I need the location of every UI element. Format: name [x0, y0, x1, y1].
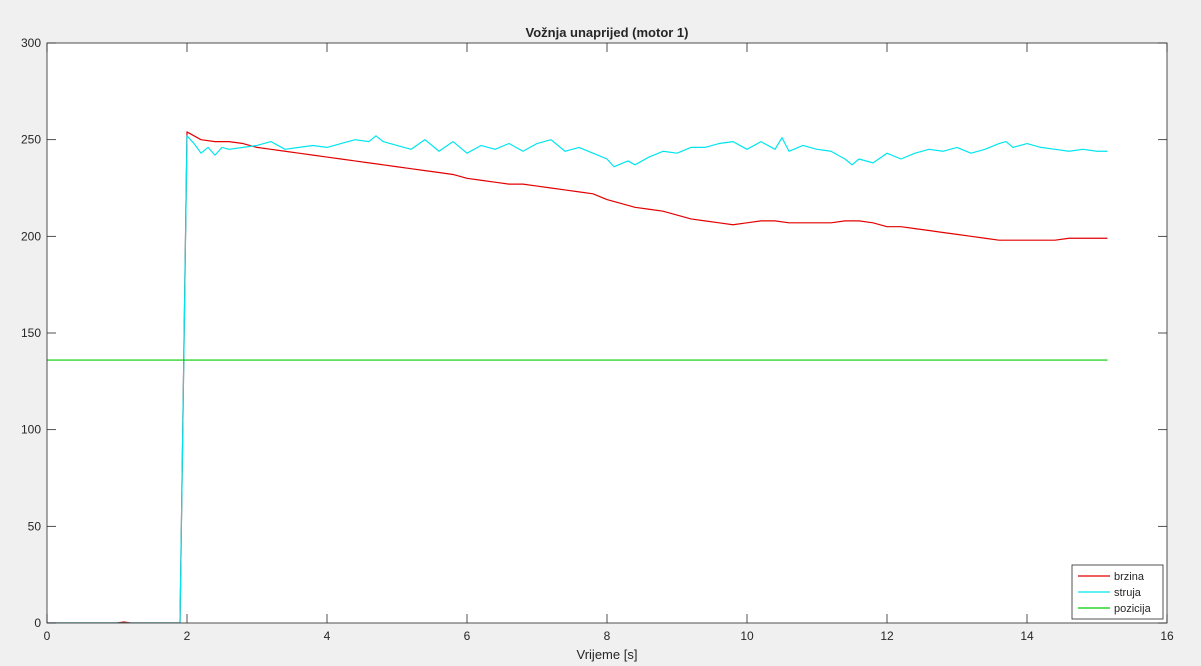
x-tick-label: 6: [464, 629, 471, 643]
series-layer: [47, 131, 1108, 623]
legend-label-brzina: brzina: [1114, 571, 1145, 583]
legend-label-pozicija: pozicija: [1114, 603, 1152, 615]
legend[interactable]: brzina struja pozicija: [1071, 564, 1164, 620]
x-tick-label: 10: [740, 629, 754, 643]
x-tick-label: 12: [880, 629, 894, 643]
x-tick-label: 4: [324, 629, 331, 643]
x-tick-label: 16: [1160, 629, 1174, 643]
y-tick-label: 150: [21, 326, 41, 340]
y-tick-label: 100: [21, 423, 41, 437]
plot-area: [47, 43, 1167, 623]
x-tick-label: 0: [44, 629, 51, 643]
x-tick-label: 14: [1020, 629, 1034, 643]
x-tick-label: 8: [604, 629, 611, 643]
series-group: [47, 131, 1108, 623]
legend-label-struja: struja: [1114, 587, 1142, 599]
y-tick-label: 250: [21, 133, 41, 147]
axes-layer: 0 2 4 6 8 10 12 14 16 0 50 100 150 200 250 300: [21, 36, 1174, 643]
y-tick-label: 300: [21, 36, 41, 50]
x-tick-label: 2: [184, 629, 191, 643]
y-tick-label: 50: [28, 519, 42, 533]
chart-title: Vožnja unaprijed (motor 1): [526, 25, 689, 40]
y-tick-label: 200: [21, 229, 41, 243]
y-tick-label: 0: [34, 616, 41, 630]
x-axis-label: Vrijeme [s]: [577, 647, 638, 662]
series-line-brzina: [47, 131, 1108, 623]
series-line-struja: [47, 135, 1108, 623]
